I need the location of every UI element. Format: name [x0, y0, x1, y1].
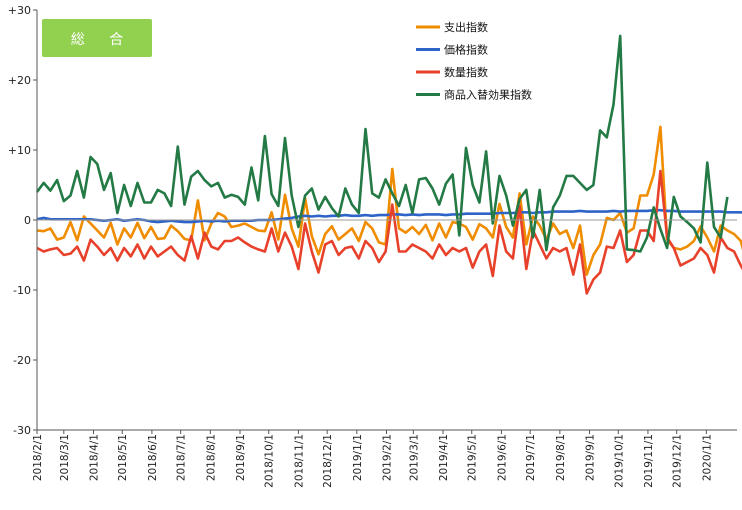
x-tick-label: 2018/4/1 — [88, 434, 100, 481]
x-tick-label: 2019/10/1 — [613, 434, 625, 488]
y-tick-label: -10 — [13, 284, 31, 297]
y-tick-label: +20 — [8, 74, 31, 87]
x-tick-label: 2019/7/1 — [525, 434, 537, 481]
x-tick-label: 2018/2/1 — [32, 434, 44, 481]
x-tick-label: 2018/5/1 — [117, 434, 129, 481]
series-layer — [35, 34, 742, 295]
category-badge-label: 総 合 — [71, 32, 133, 48]
x-tick-label: 2018/6/1 — [147, 434, 159, 481]
x-tick-label: 2018/8/1 — [205, 434, 217, 481]
y-tick-label: -30 — [13, 424, 31, 437]
x-tick-label: 2019/5/1 — [467, 434, 479, 481]
x-tick-label: 2018/3/1 — [59, 434, 71, 481]
y-tick-label: 0 — [24, 214, 31, 227]
x-tick-label: 2018/10/1 — [264, 434, 276, 488]
y-tick-label: +30 — [8, 4, 31, 17]
x-tick-label: 2019/4/1 — [438, 434, 450, 481]
x-tick-label: 2020/1/1 — [701, 434, 713, 481]
legend-label: 価格指数 — [444, 43, 488, 57]
legend-label: 数量指数 — [444, 65, 488, 79]
x-tick-label: 2018/9/1 — [235, 434, 247, 481]
series-line-4 — [35, 34, 729, 253]
x-tick-label: 2019/9/1 — [585, 434, 597, 481]
x-tick-label: 2018/12/1 — [322, 434, 334, 488]
x-tick-label: 2018/7/1 — [176, 434, 188, 481]
x-tick-label: 2018/11/1 — [293, 434, 305, 488]
x-tick-label: 2019/2/1 — [382, 434, 394, 481]
series-line-1 — [36, 125, 742, 276]
x-tick-label: 2019/6/1 — [496, 434, 508, 481]
category-badge: 総 合 — [42, 19, 152, 57]
legend-label: 商品入替効果指数 — [444, 88, 532, 102]
series-line-3 — [36, 169, 742, 295]
category-badge-background — [42, 19, 152, 57]
x-tick-label: 2019/1/1 — [352, 434, 364, 481]
x-tick-label: 2019/8/1 — [555, 434, 567, 481]
x-tick-label: 2019/11/1 — [643, 434, 655, 488]
x-tick-label: 2019/3/1 — [408, 434, 420, 481]
legend-label: 支出指数 — [444, 20, 488, 34]
y-tick-label: +10 — [8, 144, 31, 157]
y-tick-label: -20 — [13, 354, 31, 367]
x-tick-label: 2019/12/1 — [672, 434, 684, 488]
